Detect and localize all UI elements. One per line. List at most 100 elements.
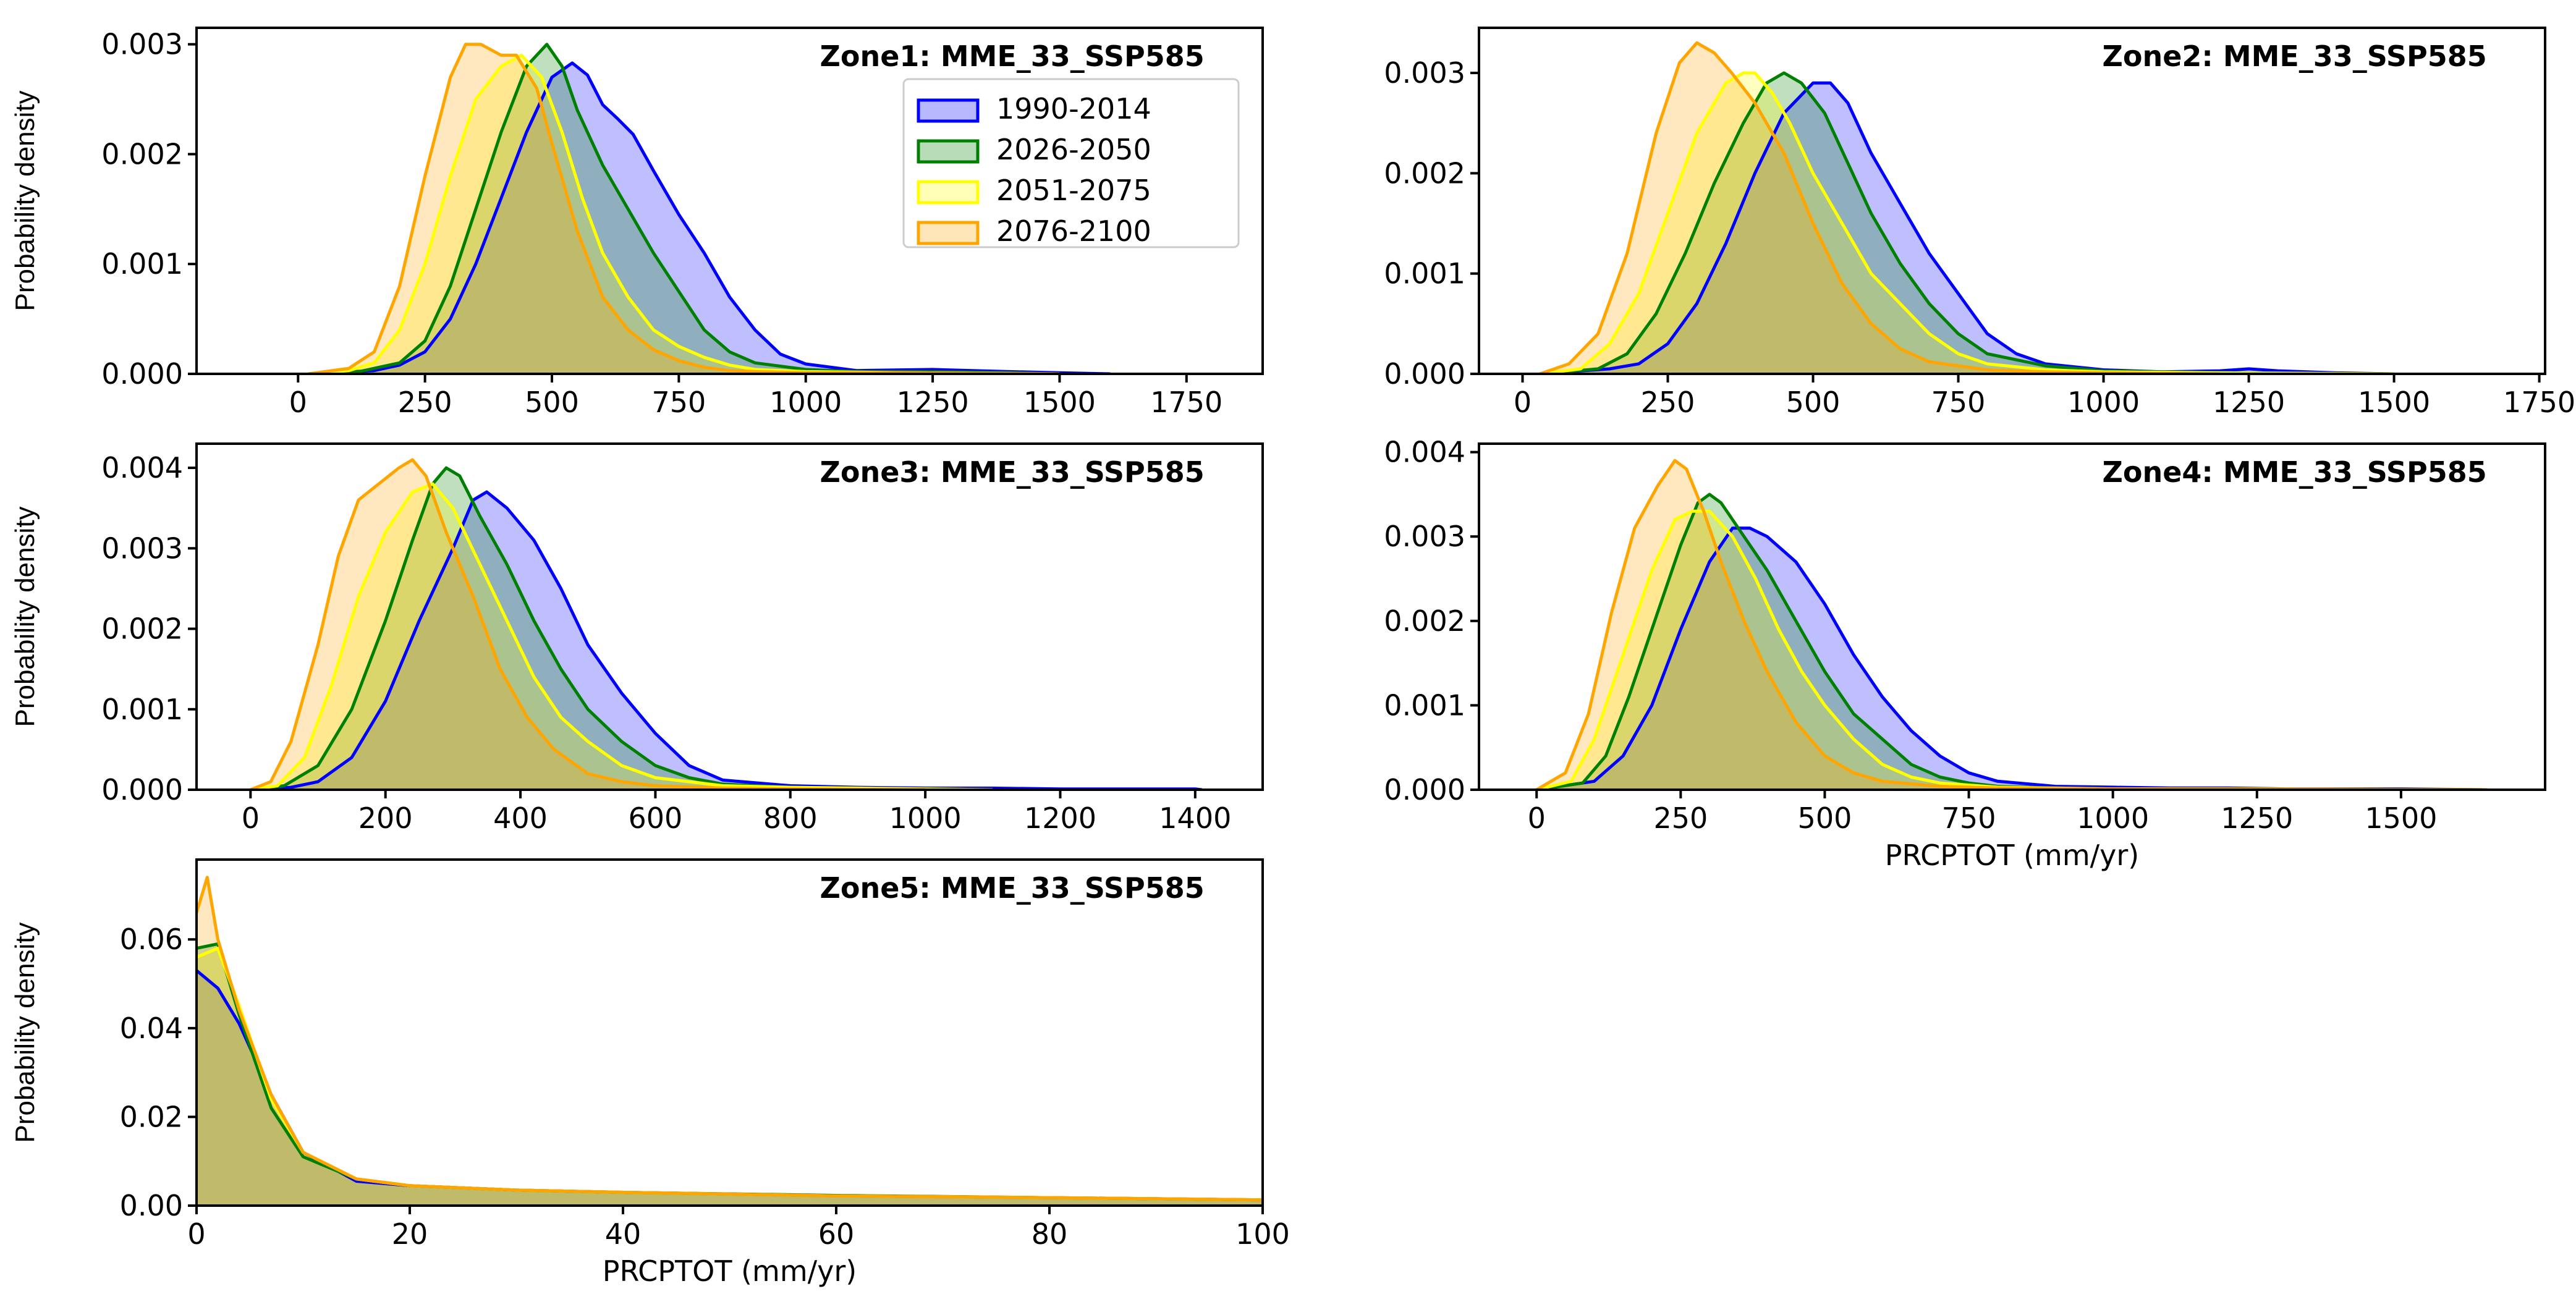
y-tick-label: 0.06 [120,923,183,956]
axes-frame [1478,27,2546,375]
legend-swatch [917,139,980,164]
legend: 1990-2014 2026-2050 2051-2075 2076-2100 [902,78,1240,248]
axes-frame [1478,442,2546,791]
series-2051-2075-fill [250,484,993,790]
y-tick-label: 0.001 [101,247,183,281]
x-tick-label: 80 [1032,1217,1068,1251]
panel-title: Zone3: MME_33_SSP585 [820,455,1205,489]
x-tick-label: 250 [1653,801,1708,835]
x-tick-label: 0 [1514,386,1532,419]
y-tick-label: 0.001 [101,693,183,726]
series-2076-2100-fill [250,460,926,790]
x-tick-label: 1250 [2213,386,2285,419]
x-tick-label: 800 [763,801,818,835]
series-2051-2075-fill [308,55,1060,374]
x-tick-label: 250 [398,386,452,419]
legend-label: 2051-2075 [996,174,1151,207]
series-2051-2075-fill [1540,73,2394,374]
axes-frame [195,858,1264,1207]
axes-frame [195,442,1264,791]
y-tick-label: 0.004 [1384,436,1465,469]
y-tick-label: 0.000 [1384,773,1465,806]
x-tick-label: 500 [1786,386,1841,419]
legend-label: 2076-2100 [996,214,1151,248]
x-tick-label: 1750 [2503,386,2575,419]
series-2051-2075-line [250,482,993,790]
y-tick-label: 0.003 [1384,56,1465,90]
y-tick-label: 0.000 [101,773,183,806]
series-2076-2100-fill [1536,460,2488,790]
plot-area [1539,41,2394,374]
zone1-panel: 0 250 500 750 1000 1250 1500 1750 0.000 0.001 0.00… [10,27,1264,419]
x-tick-label: 1000 [889,801,962,835]
x-tick-label: 0 [187,1217,205,1251]
legend-swatch [917,98,980,123]
y-axis-label: Probability density [10,506,40,727]
series-2026-2050-fill [1536,494,2488,790]
zone3-panel: 0 200 400 600 800 1000 1200 1400 0.000 0.001 0.002… [10,442,1264,835]
series-2026-2050-fill [308,44,1060,374]
series-2026-2050-line [1540,71,2394,374]
series-2051-2075-fill [197,948,1263,1206]
x-tick-label: 500 [1798,801,1852,835]
axes-frame [195,27,1264,375]
series-1990-2014-fill [1536,528,2488,790]
y-tick-label: 0.000 [101,357,183,391]
series-1990-2014-fill [197,970,1263,1206]
panel-title: Zone1: MME_33_SSP585 [820,40,1205,73]
x-tick-label: 1000 [2067,386,2140,419]
y-tick-label: 0.002 [1384,156,1465,190]
series-2051-2075-line [1540,71,2394,374]
zone5-panel: 0 20 40 60 80 100 0.00 0.02 0.04 0.06 Zone5: MME_3… [10,858,1290,1288]
plot-area [197,876,1263,1206]
x-tick-label: 40 [605,1217,642,1251]
series-1990-2014-line [250,490,1202,790]
x-tick-label: 20 [392,1217,428,1251]
x-tick-label: 1200 [1024,801,1096,835]
x-tick-label: 1250 [897,386,969,419]
series-2076-2100-fill [308,44,1060,374]
y-tick-label: 0.00 [120,1189,183,1222]
plot-area [308,43,1111,374]
x-tick-label: 750 [651,386,706,419]
y-tick-label: 0.001 [1384,688,1465,722]
x-tick-label: 1000 [2077,801,2149,835]
x-tick-label: 600 [628,801,682,835]
series-2026-2050-fill [197,944,1263,1206]
series-2026-2050-line [308,43,1060,374]
y-tick-label: 0.02 [120,1100,183,1133]
x-tick-label: 400 [493,801,548,835]
x-tick-label: 750 [1931,386,1986,419]
x-tick-label: 1400 [1159,801,1231,835]
x-tick-label: 0 [242,801,260,835]
y-tick-label: 0.002 [1384,604,1465,638]
series-1990-2014-line [308,61,1111,374]
series-1990-2014-fill [308,62,1111,374]
legend-swatch [917,221,980,245]
x-tick-label: 60 [818,1217,855,1251]
plot-area [250,458,1202,790]
series-2051-2075-fill [1536,511,2488,790]
y-tick-label: 0.002 [101,612,183,646]
y-axis-label: Probability density [10,90,40,311]
x-tick-label: 250 [1641,386,1695,419]
x-tick-label: 100 [1235,1217,1290,1251]
series-2026-2050-fill [250,468,993,790]
legend-label: 2026-2050 [996,133,1151,166]
x-axis-label: PRCPTOT (mm/yr) [1885,839,2139,872]
series-2026-2050-line [197,942,1263,1202]
series-1990-2014-line [197,969,1263,1202]
x-tick-label: 500 [525,386,579,419]
x-tick-label: 1750 [1150,386,1222,419]
series-2076-2100-line [250,458,926,790]
plot-area [1535,459,2488,790]
series-2076-2100-fill [197,877,1263,1206]
legend-label: 1990-2014 [996,92,1151,125]
x-tick-label: 1500 [1023,386,1096,419]
series-1990-2014-fill [1540,83,2394,374]
series-1990-2014-fill [250,492,1202,790]
series-2076-2100-fill [1540,43,2220,374]
panel-title: Zone5: MME_33_SSP585 [820,871,1205,905]
x-tick-label: 1500 [2358,386,2430,419]
